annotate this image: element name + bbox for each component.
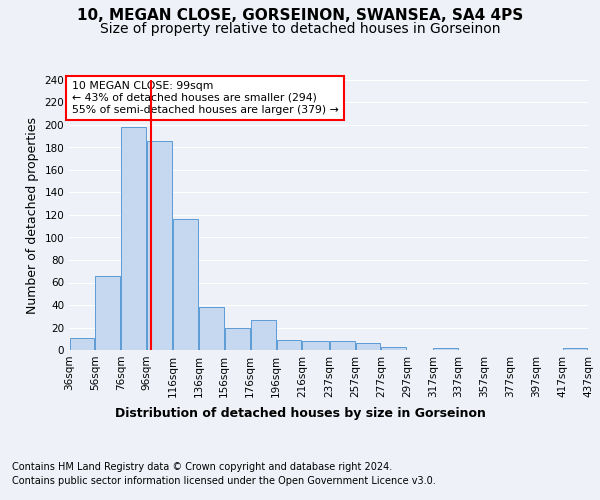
Bar [433,348,458,350]
Bar [277,340,301,350]
Bar [173,220,198,350]
Bar [225,328,250,350]
Text: 10, MEGAN CLOSE, GORSEINON, SWANSEA, SA4 4PS: 10, MEGAN CLOSE, GORSEINON, SWANSEA, SA4… [77,8,523,22]
Bar [329,341,355,350]
Bar [251,320,275,350]
Bar [147,141,172,350]
Text: Contains public sector information licensed under the Open Government Licence v3: Contains public sector information licen… [12,476,436,486]
Bar [95,276,120,350]
Bar [382,346,406,350]
Bar [199,307,224,350]
Text: Contains HM Land Registry data © Crown copyright and database right 2024.: Contains HM Land Registry data © Crown c… [12,462,392,472]
Bar [302,341,329,350]
Bar [70,338,94,350]
Text: 10 MEGAN CLOSE: 99sqm
← 43% of detached houses are smaller (294)
55% of semi-det: 10 MEGAN CLOSE: 99sqm ← 43% of detached … [71,82,338,114]
Bar [121,127,146,350]
Bar [563,348,587,350]
Bar [356,343,380,350]
Text: Distribution of detached houses by size in Gorseinon: Distribution of detached houses by size … [115,408,485,420]
Text: Size of property relative to detached houses in Gorseinon: Size of property relative to detached ho… [100,22,500,36]
Y-axis label: Number of detached properties: Number of detached properties [26,116,39,314]
